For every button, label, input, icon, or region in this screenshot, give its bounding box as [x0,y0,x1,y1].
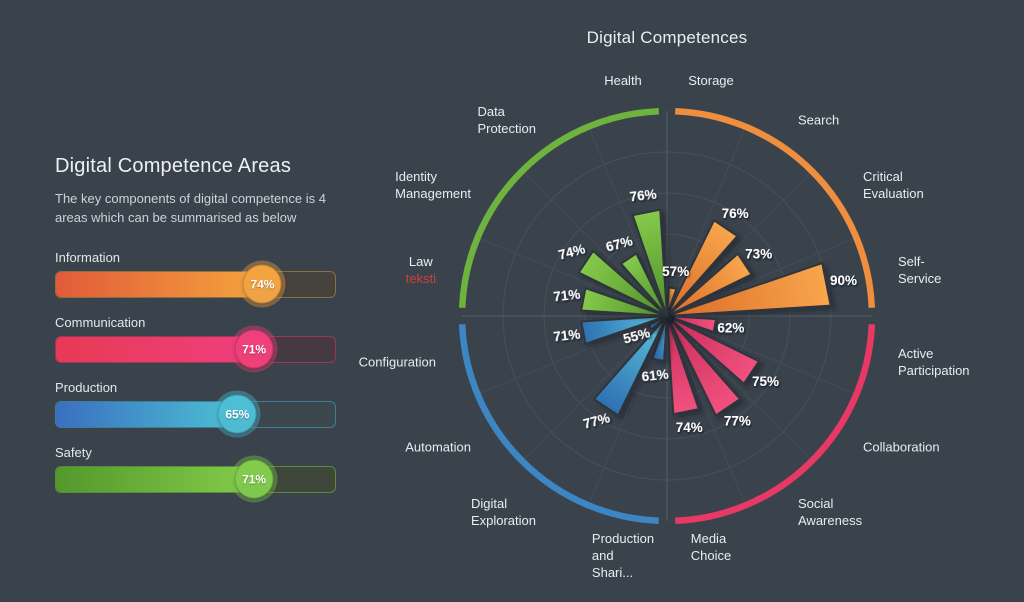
competence-areas-panel: Digital Competence Areas The key compone… [55,155,339,510]
grid-spoke [477,315,668,395]
grid-spoke [521,170,668,317]
competence-bar-production: Production 65% [55,379,339,434]
wedge-value-label: 73% [745,247,772,262]
wedge-automation[interactable] [647,315,668,331]
annotation-text: teksti [405,271,436,286]
wedge-value-label: 75% [752,374,779,389]
competence-bar-information: Information 74% [55,249,339,304]
bar-label: Safety [55,444,92,460]
category-label-configuration: Configuration [358,354,436,370]
category-label-critical-evaluation: Critical Evaluation [863,168,924,201]
competence-bar-safety: Safety 71% [55,444,339,499]
wedge-storage[interactable] [666,286,678,317]
panel-subtitle: The key components of digital competence… [55,191,326,225]
wedge-digital-exploration[interactable] [592,315,668,417]
grid-spoke [588,126,668,317]
bar-value-badge: 71% [234,459,274,499]
wedge-value-label: 57% [662,264,689,279]
quadrant-arc-information [675,107,876,308]
grid-spoke [666,315,813,462]
category-label-health: Health [604,72,642,88]
grid-spoke [588,315,668,506]
bar-fill [56,401,238,427]
wedge-media-choice[interactable] [666,315,700,416]
category-label-social-awareness: Social Awareness [798,495,863,528]
wedge-production-and-shari-[interactable] [651,315,668,362]
wedge-social-awareness[interactable] [666,315,742,417]
quadrant-arc-production [458,324,659,525]
panel-title: Digital Competence Areas [55,155,292,177]
bar-fill [56,271,263,297]
bar-track: 65% [55,394,336,434]
category-label-active-participation: Active Participation [898,345,970,378]
bar-value-badge: 74% [242,264,282,304]
quadrant-arc-safety [458,107,659,308]
category-label-search: Search [798,112,840,128]
chart-title: Digital Competences [586,28,748,47]
wedge-value-label: 71% [553,327,581,345]
bar-fill [56,336,255,362]
grid-spoke [666,315,746,506]
competence-bar-communication: Communication 71% [55,314,339,369]
wedge-health[interactable] [631,208,668,317]
bar-track: 74% [55,264,336,304]
wedge-search[interactable] [666,219,739,317]
wedge-value-label: 67% [604,234,634,255]
wedge-self-service[interactable] [666,262,832,317]
quadrant-arc-communication [675,324,876,525]
bar-fill [56,466,255,492]
category-label-data-protection: Data Protection [477,103,536,136]
bar-value-badge: 65% [217,394,257,434]
category-label-storage: Storage [688,72,734,88]
wedge-value-label: 61% [641,367,669,385]
wedge-critical-evaluation[interactable] [666,252,753,317]
category-label-media-choice: Media Choice [690,531,732,564]
category-label-collaboration: Collaboration [863,439,940,455]
bar-track: 71% [55,459,336,499]
wedge-value-label: 77% [724,413,751,428]
wedge-value-label: 74% [557,241,587,262]
category-label-digital-exploration: Digital Exploration [470,495,536,528]
wedge-data-protection[interactable] [620,252,668,317]
wedge-value-label: 90% [830,273,857,288]
bar-value-badge: 71% [234,329,274,369]
category-label-automation: Automation [405,439,471,455]
bar-label: Information [55,249,121,265]
category-label-law: Law teksti [405,253,436,286]
wedge-value-label: 74% [676,420,703,435]
grid-spoke [666,315,857,395]
grid-spoke [666,237,857,317]
category-label-identity-management: Identity Management [395,168,471,201]
grid-spoke [521,315,668,462]
category-label-self-service: Self- Service [898,253,942,286]
grid-spoke [477,237,668,317]
bar-label: Production [55,379,118,395]
bar-track: 71% [55,329,336,369]
wedge-law[interactable] [580,287,668,317]
wedge-value-label: 71% [553,287,581,305]
wedge-value-label: 76% [722,206,749,221]
wedge-identity-management[interactable] [577,250,668,317]
competence-bars: Information 74% Communication 71% Production… [55,249,339,499]
wedge-value-label: 62% [717,321,744,336]
wedge-value-label: 77% [581,410,611,431]
grid-spoke [666,126,746,317]
wedge-value-label: 55% [622,325,652,346]
category-label-production-and-shari-: Production and Shari... [591,531,655,581]
wedge-collaboration[interactable] [666,315,760,385]
wedge-active-participation[interactable] [666,315,718,333]
wedge-configuration[interactable] [580,315,668,345]
bar-label: Communication [55,314,146,330]
grid-spoke [666,170,813,317]
wedge-value-label: 76% [629,186,657,204]
